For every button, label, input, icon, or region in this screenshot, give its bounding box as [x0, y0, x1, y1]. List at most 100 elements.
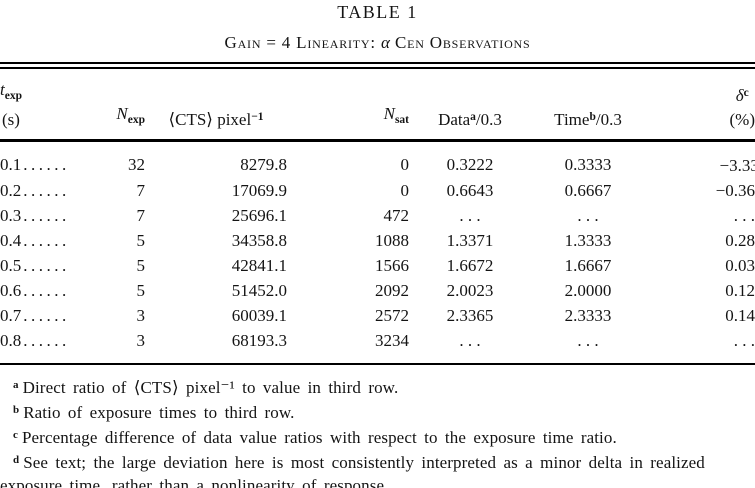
- cell-delta: 0.28: [725, 231, 755, 250]
- dot-leader: ......: [23, 181, 70, 200]
- cell-delta: . . .: [733, 206, 755, 225]
- cell-cts: 60039.1: [231, 306, 287, 325]
- cell-delta: 0.14: [725, 306, 755, 325]
- header-delta-percent: δc (%): [645, 69, 755, 142]
- cell-texp: 0.2......: [0, 181, 70, 200]
- footnote-marker-c: c: [13, 429, 18, 441]
- cell-cts: 17069.9: [231, 181, 287, 200]
- table-row: 0.1...... 32 8279.8 0 0.3222 0.3333 −3.3…: [0, 141, 755, 179]
- cell-texp: 0.1......: [0, 155, 70, 174]
- table-subtitle: Gain = 4 Linearity: α Cen Observations: [0, 33, 755, 53]
- cell-nsat: 472: [383, 206, 410, 225]
- dot-leader: ......: [23, 306, 70, 325]
- table-number-title: TABLE 1: [337, 2, 418, 22]
- header-texp: texp (s): [0, 69, 96, 142]
- footnote-marker-d: d: [13, 454, 20, 466]
- subtitle-pre: Gain = 4 Linearity:: [224, 33, 381, 52]
- cell-data-ratio: 1.3371: [446, 231, 494, 250]
- cell-data-ratio: 2.0023: [446, 281, 494, 300]
- header-time-ratio: Timeb/0.3: [531, 69, 645, 142]
- table-row: 0.2...... 7 17069.9 0 0.6643 0.6667 −0.3…: [0, 178, 755, 203]
- header-cts-per-pixel: ⟨CTS⟩ pixel−1: [145, 69, 287, 142]
- cell-nsat: 0: [400, 155, 410, 174]
- cell-delta: 0.12: [725, 281, 755, 300]
- cell-nsat: 3234: [375, 331, 409, 350]
- footnote-text: Ratio of exposure times to third row.: [23, 403, 295, 422]
- footnote-d: d See text; the large deviation here is m…: [0, 449, 755, 488]
- cell-texp: 0.4......: [0, 231, 70, 250]
- cell-delta: 0.03: [725, 256, 755, 275]
- alpha-symbol: α: [380, 33, 390, 52]
- cell-nexp: 5: [136, 281, 146, 300]
- dot-leader: ......: [23, 155, 70, 174]
- cell-time-ratio: 2.3333: [564, 306, 612, 325]
- dot-leader: ......: [23, 231, 70, 250]
- cell-nsat: 0: [400, 181, 410, 200]
- footnote-c: c Percentage difference of data value rat…: [0, 424, 755, 449]
- footnote-marker-b: b: [13, 404, 20, 416]
- cell-cts: 25696.1: [231, 206, 287, 225]
- cell-data-ratio: . . .: [459, 331, 481, 350]
- table-row: 0.5...... 5 42841.1 1566 1.6672 1.6667 0…: [0, 253, 755, 278]
- table-footnotes: a Direct ratio of ⟨CTS⟩ pixel⁻¹ to value …: [0, 374, 755, 488]
- table-header: texp (s) Nexp ⟨CTS⟩ pixel−1 Nsat Dataa/0.…: [0, 69, 755, 142]
- cell-nsat: 2092: [375, 281, 409, 300]
- cell-nsat: 1566: [375, 256, 409, 275]
- cell-nexp: 32: [128, 155, 145, 174]
- dot-leader: ......: [23, 281, 70, 300]
- dot-leader: ......: [23, 206, 70, 225]
- cell-nexp: 7: [136, 181, 146, 200]
- cell-texp: 0.8......: [0, 331, 70, 350]
- header-data-ratio: Dataa/0.3: [409, 69, 531, 142]
- cell-cts: 51452.0: [231, 281, 287, 300]
- cell-time-ratio: . . .: [577, 331, 599, 350]
- table-row: 0.4...... 5 34358.8 1088 1.3371 1.3333 0…: [0, 228, 755, 253]
- cell-time-ratio: 0.6667: [564, 181, 612, 200]
- cell-data-ratio: 0.3222: [446, 155, 494, 174]
- double-rule: [0, 62, 755, 69]
- table-row: 0.8...... 3 68193.3 3234 . . . . . . . .…: [0, 328, 755, 364]
- table-row: 0.7...... 3 60039.1 2572 2.3365 2.3333 0…: [0, 303, 755, 328]
- cell-texp: 0.3......: [0, 206, 70, 225]
- table-body: 0.1...... 32 8279.8 0 0.3222 0.3333 −3.3…: [0, 141, 755, 365]
- dot-leader: ......: [23, 331, 70, 350]
- cell-time-ratio: 0.3333: [564, 155, 612, 174]
- cell-texp: 0.6......: [0, 281, 70, 300]
- subtitle-post: Cen Observations: [389, 33, 531, 52]
- cell-cts: 42841.1: [231, 256, 287, 275]
- cell-nexp: 5: [136, 256, 146, 275]
- footnote-text: Direct ratio of ⟨CTS⟩ pixel⁻¹ to value i…: [22, 378, 399, 397]
- cell-time-ratio: 1.6667: [564, 256, 612, 275]
- cell-nexp: 5: [136, 231, 146, 250]
- cell-texp: 0.7......: [0, 306, 70, 325]
- cell-delta: . . .: [733, 331, 755, 350]
- cell-cts: 34358.8: [231, 231, 287, 250]
- cell-nexp: 3: [136, 306, 146, 325]
- cell-data-ratio: 1.6672: [446, 256, 494, 275]
- cell-time-ratio: 1.3333: [564, 231, 612, 250]
- footnote-text: Percentage difference of data value rati…: [21, 428, 617, 447]
- cell-time-ratio: 2.0000: [564, 281, 612, 300]
- cell-nsat: 1088: [375, 231, 409, 250]
- cell-delta: −0.36: [715, 181, 755, 200]
- cell-nexp: 3: [136, 331, 146, 350]
- header-nsat: Nsat: [287, 69, 409, 142]
- cell-texp: 0.5......: [0, 256, 70, 275]
- footnote-marker-a: a: [13, 379, 19, 391]
- cell-nsat: 2572: [375, 306, 409, 325]
- dot-leader: ......: [23, 256, 70, 275]
- cell-cts: 8279.8: [240, 155, 287, 174]
- footnote-b: b Ratio of exposure times to third row.: [0, 399, 755, 424]
- cell-data-ratio: . . .: [459, 206, 481, 225]
- cell-delta: −3.33d: [719, 156, 755, 175]
- header-nexp: Nexp: [96, 69, 145, 142]
- footnote-text: See text; the large deviation here is mo…: [0, 453, 705, 488]
- table-row: 0.6...... 5 51452.0 2092 2.0023 2.0000 0…: [0, 278, 755, 303]
- cell-nexp: 7: [136, 206, 146, 225]
- observations-table: texp (s) Nexp ⟨CTS⟩ pixel−1 Nsat Dataa/0.…: [0, 69, 755, 365]
- cell-time-ratio: . . .: [577, 206, 599, 225]
- cell-data-ratio: 0.6643: [446, 181, 494, 200]
- footnote-a: a Direct ratio of ⟨CTS⟩ pixel⁻¹ to value …: [0, 374, 755, 399]
- cell-cts: 68193.3: [231, 331, 287, 350]
